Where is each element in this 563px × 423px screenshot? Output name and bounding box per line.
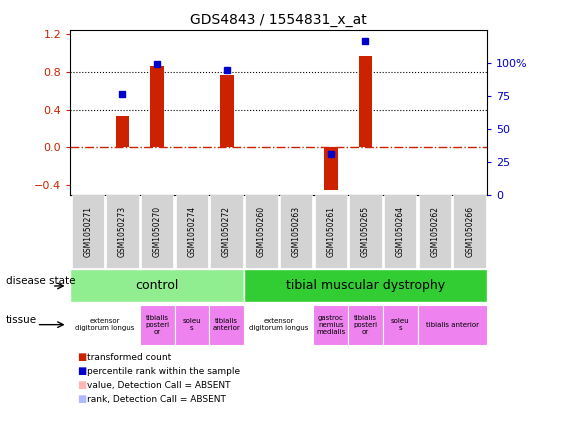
Text: transformed count: transformed count bbox=[87, 353, 172, 362]
Text: soleu
s: soleu s bbox=[182, 318, 201, 331]
Text: GSM1050273: GSM1050273 bbox=[118, 206, 127, 257]
Text: extensor
digitorum longus: extensor digitorum longus bbox=[249, 318, 309, 331]
Text: GSM1050260: GSM1050260 bbox=[257, 206, 266, 257]
Text: disease state: disease state bbox=[6, 276, 75, 286]
Text: percentile rank within the sample: percentile rank within the sample bbox=[87, 367, 240, 376]
Text: tibialis
posteri
or: tibialis posteri or bbox=[145, 315, 169, 335]
Text: tissue: tissue bbox=[6, 316, 37, 325]
Text: GSM1050272: GSM1050272 bbox=[222, 206, 231, 257]
Bar bbox=[359, 56, 373, 148]
Text: GSM1050263: GSM1050263 bbox=[292, 206, 301, 257]
Bar bbox=[115, 116, 129, 148]
Text: GSM1050270: GSM1050270 bbox=[153, 206, 162, 257]
Bar bbox=[220, 75, 234, 148]
Text: tibialis
posteri
or: tibialis posteri or bbox=[354, 315, 378, 335]
Text: GSM1050264: GSM1050264 bbox=[396, 206, 405, 257]
Text: gastroc
nemius
medialis: gastroc nemius medialis bbox=[316, 315, 345, 335]
Text: GSM1050271: GSM1050271 bbox=[83, 206, 92, 257]
Text: control: control bbox=[136, 280, 179, 292]
Bar bbox=[150, 66, 164, 148]
Text: GSM1050262: GSM1050262 bbox=[431, 206, 439, 257]
Text: GSM1050265: GSM1050265 bbox=[361, 206, 370, 257]
Text: ■: ■ bbox=[77, 380, 86, 390]
Text: tibialis
anterior: tibialis anterior bbox=[213, 318, 240, 331]
Text: ■: ■ bbox=[77, 352, 86, 363]
Text: value, Detection Call = ABSENT: value, Detection Call = ABSENT bbox=[87, 381, 231, 390]
Text: tibialis anterior: tibialis anterior bbox=[426, 321, 479, 328]
Text: ■: ■ bbox=[77, 394, 86, 404]
Text: rank, Detection Call = ABSENT: rank, Detection Call = ABSENT bbox=[87, 395, 226, 404]
Text: GSM1050266: GSM1050266 bbox=[465, 206, 474, 257]
Text: tibial muscular dystrophy: tibial muscular dystrophy bbox=[286, 280, 445, 292]
Bar bbox=[324, 148, 338, 190]
Text: GSM1050261: GSM1050261 bbox=[327, 206, 335, 257]
Text: ■: ■ bbox=[77, 366, 86, 376]
Title: GDS4843 / 1554831_x_at: GDS4843 / 1554831_x_at bbox=[190, 13, 367, 27]
Text: extensor
digitorum longus: extensor digitorum longus bbox=[75, 318, 135, 331]
Text: soleu
s: soleu s bbox=[391, 318, 409, 331]
Text: GSM1050274: GSM1050274 bbox=[187, 206, 196, 257]
